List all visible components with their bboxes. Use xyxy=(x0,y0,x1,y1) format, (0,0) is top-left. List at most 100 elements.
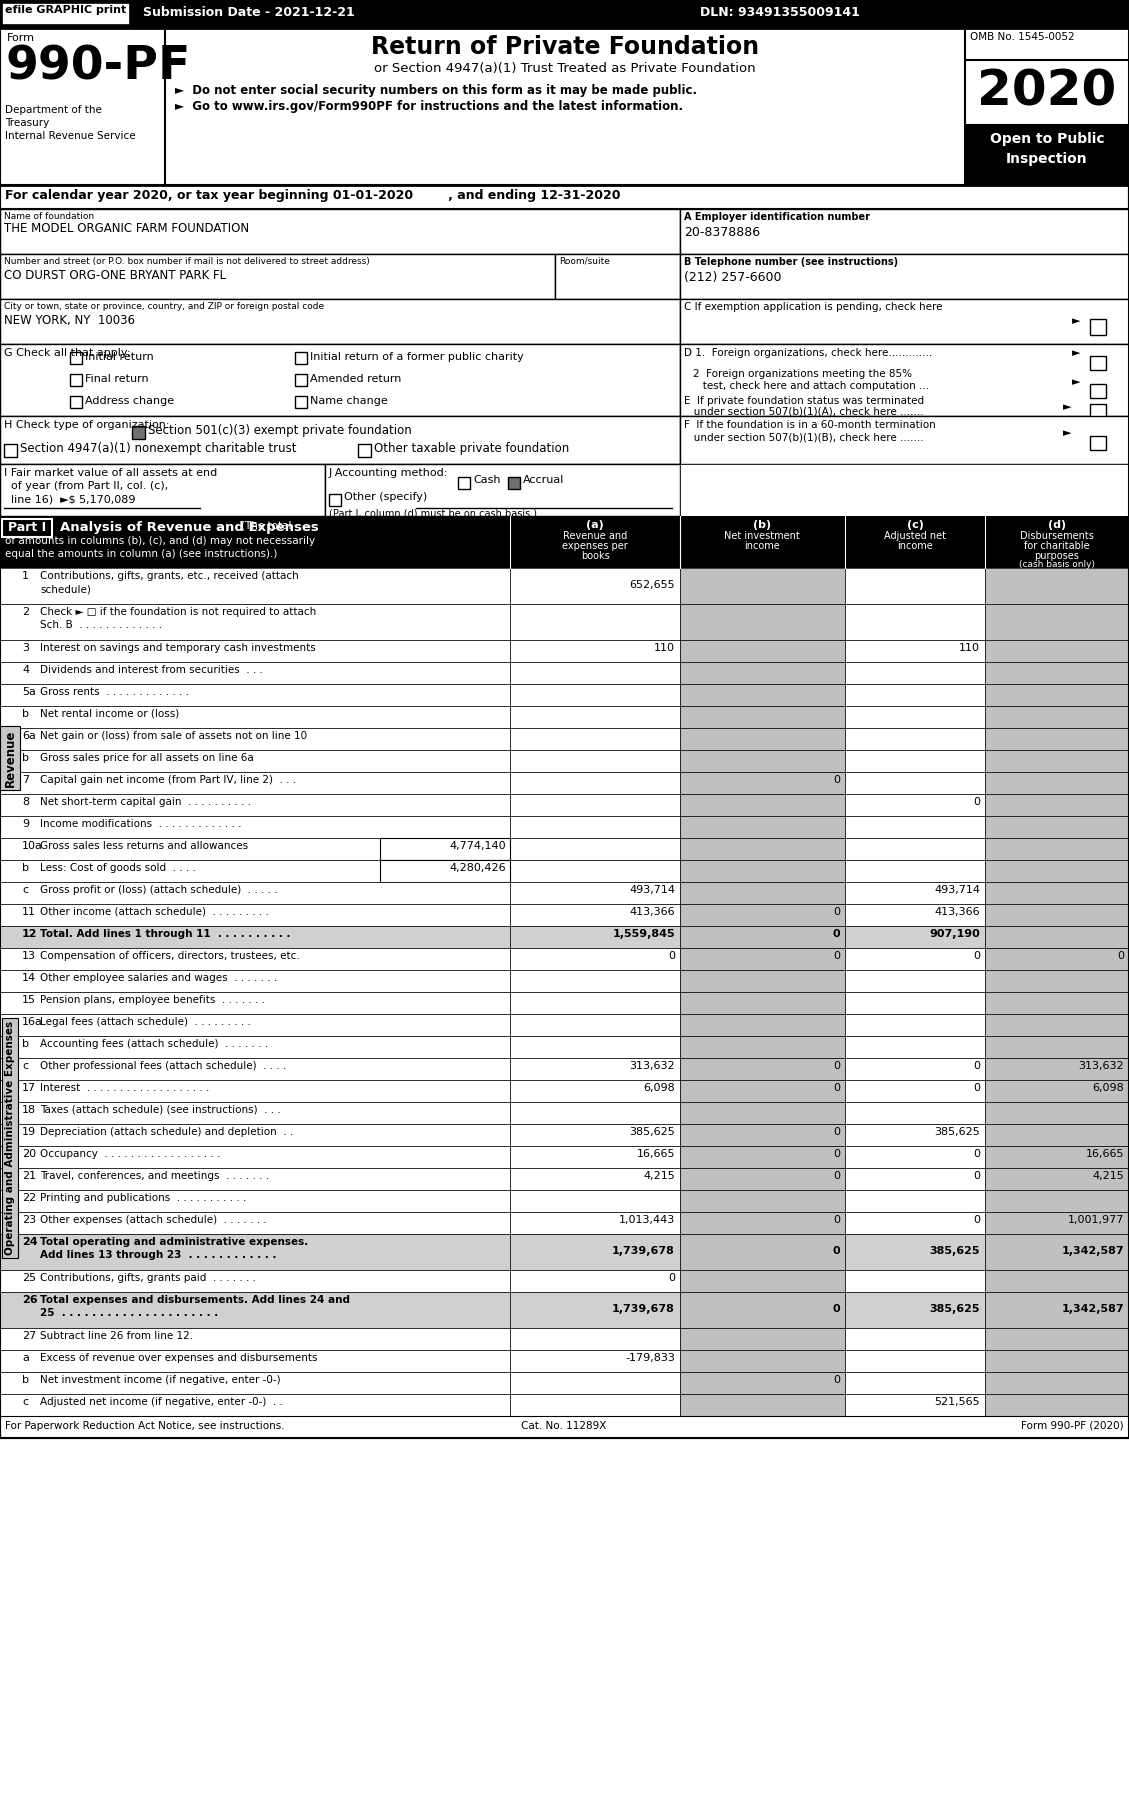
Text: b: b xyxy=(21,863,29,874)
Text: Net gain or (loss) from sale of assets not on line 10: Net gain or (loss) from sale of assets n… xyxy=(40,732,307,741)
Bar xyxy=(1089,435,1106,450)
Bar xyxy=(510,883,680,904)
Bar xyxy=(70,374,82,387)
Text: Contributions, gifts, grants, etc., received (attach: Contributions, gifts, grants, etc., rece… xyxy=(40,572,299,581)
Text: 26: 26 xyxy=(21,1295,37,1305)
Bar xyxy=(984,904,1129,926)
Text: 4: 4 xyxy=(21,665,29,674)
Bar xyxy=(984,969,1129,992)
Bar xyxy=(844,1145,984,1169)
Bar xyxy=(984,1102,1129,1124)
Text: Section 4947(a)(1) nonexempt charitable trust: Section 4947(a)(1) nonexempt charitable … xyxy=(20,442,297,455)
Text: Accounting fees (attach schedule)  . . . . . . .: Accounting fees (attach schedule) . . . … xyxy=(40,1039,268,1048)
Text: 1,013,443: 1,013,443 xyxy=(619,1215,675,1224)
Text: Return of Private Foundation: Return of Private Foundation xyxy=(371,34,759,59)
Bar xyxy=(295,396,307,408)
Bar xyxy=(984,771,1129,795)
Text: For Paperwork Reduction Act Notice, see instructions.: For Paperwork Reduction Act Notice, see … xyxy=(5,1420,285,1431)
Bar xyxy=(844,859,984,883)
Text: Travel, conferences, and meetings  . . . . . . .: Travel, conferences, and meetings . . . … xyxy=(40,1170,269,1181)
Bar xyxy=(680,1169,844,1190)
Text: Form: Form xyxy=(7,32,35,43)
Text: 0: 0 xyxy=(973,1061,980,1072)
Text: 4,215: 4,215 xyxy=(1092,1170,1124,1181)
Bar xyxy=(680,1350,844,1372)
Bar xyxy=(0,1350,510,1372)
Bar xyxy=(0,604,510,640)
Text: Cat. No. 11289X: Cat. No. 11289X xyxy=(522,1420,606,1431)
Text: 20-8378886: 20-8378886 xyxy=(684,227,760,239)
Text: Sch. B  . . . . . . . . . . . . .: Sch. B . . . . . . . . . . . . . xyxy=(40,620,163,629)
Bar xyxy=(984,992,1129,1014)
Text: 652,655: 652,655 xyxy=(629,581,675,590)
Bar xyxy=(0,1212,510,1233)
Text: H Check type of organization:: H Check type of organization: xyxy=(5,421,169,430)
Bar xyxy=(984,662,1129,683)
Bar xyxy=(0,568,510,604)
Bar xyxy=(844,1269,984,1293)
Text: 27: 27 xyxy=(21,1331,36,1341)
Text: ►  Go to www.irs.gov/Form990PF for instructions and the latest information.: ► Go to www.irs.gov/Form990PF for instru… xyxy=(175,101,683,113)
Bar xyxy=(1089,385,1106,397)
Text: 5a: 5a xyxy=(21,687,36,698)
Bar xyxy=(680,1014,844,1036)
Text: Adjusted net income (if negative, enter -0-)  . .: Adjusted net income (if negative, enter … xyxy=(40,1397,283,1408)
Bar xyxy=(0,750,510,771)
Text: 13: 13 xyxy=(21,951,36,960)
Bar xyxy=(0,464,325,516)
Bar xyxy=(329,494,341,505)
Bar xyxy=(680,1190,844,1212)
Text: NEW YORK, NY  10036: NEW YORK, NY 10036 xyxy=(5,315,135,327)
Bar xyxy=(0,415,680,464)
Bar xyxy=(984,1081,1129,1102)
Text: Less: Cost of goods sold  . . . .: Less: Cost of goods sold . . . . xyxy=(40,863,195,874)
Bar xyxy=(0,343,680,415)
Bar xyxy=(984,1293,1129,1329)
Bar xyxy=(844,992,984,1014)
Text: 385,625: 385,625 xyxy=(629,1127,675,1136)
Text: C If exemption application is pending, check here: C If exemption application is pending, c… xyxy=(684,302,943,313)
Text: 2020: 2020 xyxy=(978,68,1117,117)
Text: 0: 0 xyxy=(833,1215,840,1224)
Bar xyxy=(0,1014,510,1036)
Text: Pension plans, employee benefits  . . . . . . .: Pension plans, employee benefits . . . .… xyxy=(40,994,265,1005)
Bar xyxy=(844,707,984,728)
Text: THE MODEL ORGANIC FARM FOUNDATION: THE MODEL ORGANIC FARM FOUNDATION xyxy=(5,221,250,236)
Bar xyxy=(984,1372,1129,1393)
Bar xyxy=(680,464,1129,516)
Bar xyxy=(680,254,1129,298)
Bar xyxy=(510,1372,680,1393)
Text: 493,714: 493,714 xyxy=(629,885,675,895)
Text: Department of the: Department of the xyxy=(5,104,102,115)
Bar xyxy=(0,1269,510,1293)
Bar xyxy=(0,904,510,926)
Bar xyxy=(844,1014,984,1036)
Text: 2: 2 xyxy=(21,608,29,617)
Text: 313,632: 313,632 xyxy=(1078,1061,1124,1072)
Text: b: b xyxy=(21,1375,29,1384)
Text: efile GRAPHIC print: efile GRAPHIC print xyxy=(5,5,126,14)
Text: 385,625: 385,625 xyxy=(929,1304,980,1314)
Text: Net short-term capital gain  . . . . . . . . . .: Net short-term capital gain . . . . . . … xyxy=(40,797,251,807)
Bar xyxy=(680,1057,844,1081)
Text: For calendar year 2020, or tax year beginning 01-01-2020        , and ending 12-: For calendar year 2020, or tax year begi… xyxy=(5,189,621,201)
Text: 23: 23 xyxy=(21,1215,36,1224)
Text: (cash basis only): (cash basis only) xyxy=(1019,559,1095,568)
Bar xyxy=(844,1169,984,1190)
Text: or Section 4947(a)(1) Trust Treated as Private Foundation: or Section 4947(a)(1) Trust Treated as P… xyxy=(374,61,755,76)
Bar xyxy=(984,838,1129,859)
Bar xyxy=(984,1145,1129,1169)
Bar xyxy=(0,816,510,838)
Bar xyxy=(680,816,844,838)
Bar xyxy=(680,1293,844,1329)
Text: of year (from Part II, col. (c),: of year (from Part II, col. (c), xyxy=(5,482,168,491)
Bar xyxy=(984,948,1129,969)
Text: Interest on savings and temporary cash investments: Interest on savings and temporary cash i… xyxy=(40,644,316,653)
Text: Net investment: Net investment xyxy=(724,530,799,541)
Bar xyxy=(0,1417,1129,1438)
Bar xyxy=(984,1124,1129,1145)
Bar xyxy=(132,426,145,439)
Bar xyxy=(984,683,1129,707)
Text: 1,001,977: 1,001,977 xyxy=(1068,1215,1124,1224)
Bar xyxy=(0,859,510,883)
